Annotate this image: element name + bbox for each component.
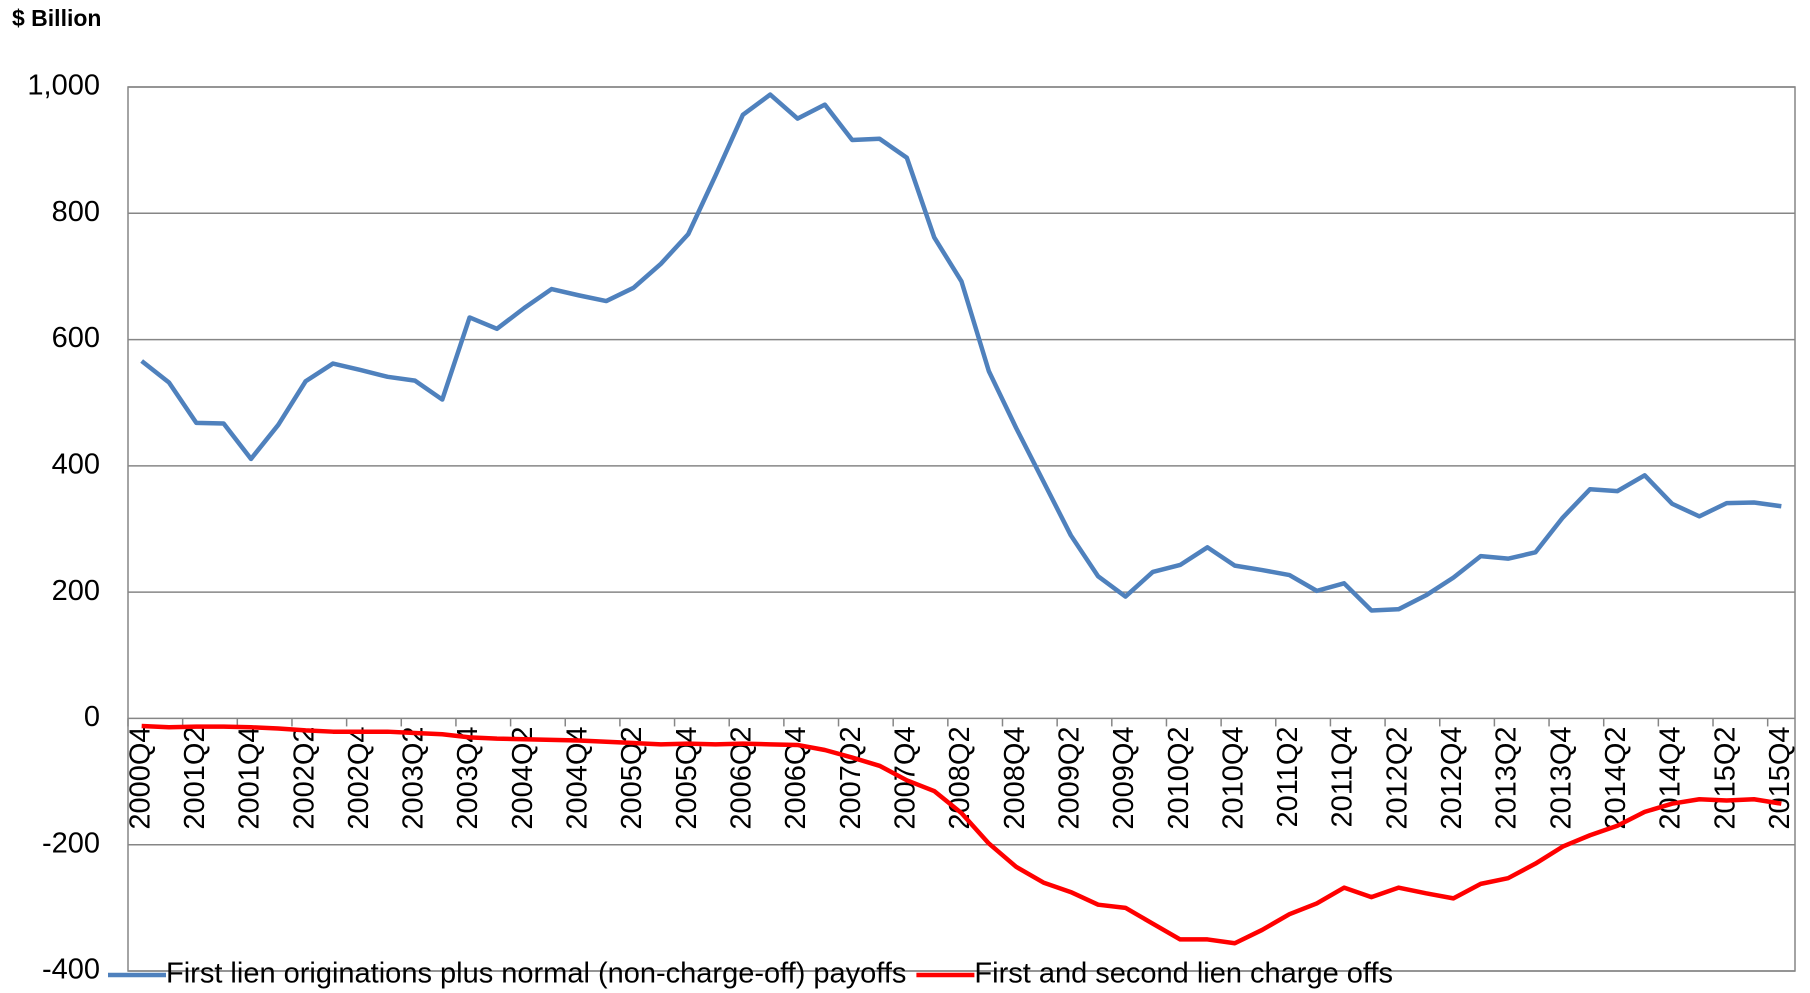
x-tick-label: 2009Q2 [1053, 726, 1085, 829]
x-tick-label: 2003Q2 [398, 726, 430, 829]
y-tick-label: 600 [52, 322, 100, 354]
x-tick-label: 2013Q4 [1545, 726, 1577, 829]
x-tick-label: 2000Q4 [124, 726, 156, 829]
x-tick-label: 2015Q4 [1764, 726, 1796, 829]
x-tick-label: 2013Q2 [1491, 726, 1523, 829]
legend-label: First and second lien charge offs [974, 958, 1393, 990]
y-tick-label: 0 [84, 701, 100, 733]
x-tick-label: 2012Q2 [1381, 726, 1413, 829]
x-tick-label: 2010Q2 [1163, 726, 1195, 829]
x-tick-label: 2001Q4 [234, 726, 266, 829]
x-tick-label: 2006Q4 [780, 726, 812, 829]
plot-frame [127, 86, 1796, 972]
x-tick-label: 2012Q4 [1436, 726, 1468, 829]
y-tick-label: -400 [42, 954, 100, 986]
y-tick-label: 200 [52, 575, 100, 607]
data-line [140, 92, 1782, 613]
y-tick-label: -200 [42, 827, 100, 859]
data-line [141, 723, 1782, 946]
legend-label: First lien originations plus normal (non… [166, 958, 906, 990]
x-tick-label: 2002Q2 [288, 726, 320, 829]
y-tick-label: 1,000 [27, 70, 100, 102]
x-tick-label: 2014Q4 [1655, 726, 1687, 829]
x-tick-label: 2004Q2 [507, 726, 539, 829]
axis-title: $ Billion [12, 5, 101, 31]
y-tick-label: 800 [52, 196, 100, 228]
x-tick-label: 2004Q4 [562, 726, 594, 829]
x-tick-label: 2011Q4 [1327, 726, 1359, 827]
y-tick-label: 400 [52, 449, 100, 481]
x-tick-label: 2010Q4 [1217, 726, 1249, 829]
x-tick-label: 2001Q2 [179, 726, 211, 829]
x-tick-label: 2003Q4 [452, 726, 484, 829]
x-tick-label: 2011Q2 [1272, 726, 1304, 827]
x-tick-label: 2015Q2 [1709, 726, 1741, 829]
x-tick-label: 2014Q2 [1600, 726, 1632, 829]
x-tick-label: 2008Q4 [999, 726, 1031, 829]
x-tick-label: 2007Q2 [835, 726, 867, 829]
x-tick-label: 2009Q4 [1108, 726, 1140, 829]
x-tick-label: 2002Q4 [343, 726, 375, 829]
